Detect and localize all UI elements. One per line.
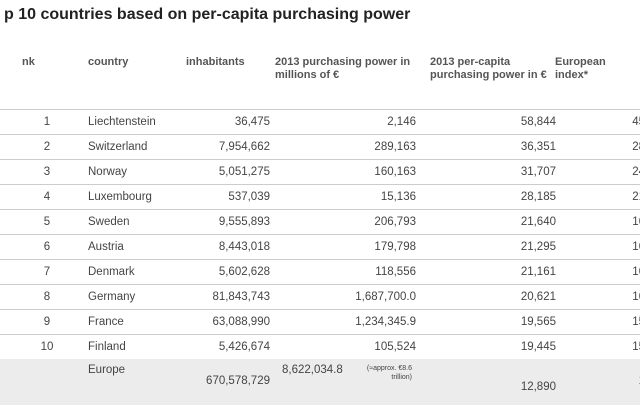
table-cell: 5 [43,216,51,228]
row-rule [0,234,640,235]
table-cell: 1,687,700.0 [355,291,416,303]
row-rule [0,309,640,310]
table-cell: 2,146 [387,116,416,128]
table-cell: 15 [632,341,640,353]
header-cell: European index* [555,56,606,81]
table-cell: 45 [632,116,640,128]
table-cell: 36,475 [234,116,270,128]
total-cell: 670,578,729 [206,375,270,387]
table-cell: 10 [40,341,54,353]
table-cell: 36,351 [520,141,556,153]
row-rule [0,284,640,285]
table-cell: 537,039 [228,191,270,203]
table-cell: 21,295 [520,241,556,253]
table-title: p 10 countries based on per-capita purch… [4,6,411,23]
table-cell: 16 [632,241,640,253]
table-cell: 7,954,662 [218,141,270,153]
table-cell: 24 [632,166,640,178]
table-cell: 19,445 [520,341,556,353]
table-cell: 9,555,893 [218,216,270,228]
table-cell: Sweden [88,216,130,228]
table-cell: France [88,316,124,328]
row-rule [0,134,640,135]
row-rule [0,334,640,335]
table-cell: 20,621 [520,291,556,303]
total-note: (≈approx. €8.6 trillion) [366,365,412,381]
row-rule [0,259,640,260]
table-cell: 28 [632,141,640,153]
table-cell: 105,524 [374,341,416,353]
table-cell: 160,163 [374,166,416,178]
table-cell: 179,798 [374,241,416,253]
table-cell: 8,443,018 [218,241,270,253]
table-cell: 7 [43,266,51,278]
table-cell: 21,161 [520,266,556,278]
row-rule [0,159,640,160]
table-cell: Norway [88,166,127,178]
table-cell: Luxembourg [88,191,152,203]
header-cell: 2013 purchasing power in millions of € [275,56,411,81]
total-row-background [0,359,640,405]
table-cell: 58,844 [520,116,556,128]
table-cell: 16 [632,216,640,228]
table-cell: 3 [43,166,51,178]
table-cell: 15 [632,316,640,328]
table-cell: 19,565 [520,316,556,328]
table-cell: Germany [88,291,136,303]
table-cell: 31,707 [520,166,556,178]
table-cell: 28,185 [520,191,556,203]
table-cell: 6 [43,241,51,253]
total-cell: 1 [639,374,640,388]
header-cell: nk [22,56,35,68]
table-cell: 16 [632,291,640,303]
total-cell: 8,622,034.8 [282,364,343,376]
header-cell: country [88,56,129,68]
row-rule [0,184,640,185]
row-rule [0,209,640,210]
header-cell: 2013 per-capita purchasing power in € [430,56,547,81]
table-cell: 206,793 [374,216,416,228]
header-rule [0,109,640,110]
table-cell: 5,602,628 [218,266,270,278]
table-cell: Austria [88,241,124,253]
table-cell: 289,163 [374,141,416,153]
table-cell: 1 [43,116,51,128]
table-cell: 2 [43,141,51,153]
table-cell: 5,426,674 [218,341,270,353]
table-cell: Finland [88,341,126,353]
table-cell: 81,843,743 [212,291,270,303]
table-cell: Switzerland [88,141,148,153]
table-cell: 21 [632,191,640,203]
table-cell: 16 [632,266,640,278]
total-cell: Europe [88,364,126,376]
table-cell: 21,640 [520,216,556,228]
header-cell: inhabitants [186,56,245,68]
table-cell: 15,136 [380,191,416,203]
table-cell: 4 [43,191,51,203]
table-cell: 5,051,275 [218,166,270,178]
table-cell: Liechtenstein [88,116,156,128]
total-cell: 12,890 [520,381,556,393]
table-cell: 9 [43,316,51,328]
table-cell: 63,088,990 [212,316,270,328]
table-cell: 1,234,345.9 [355,316,416,328]
table-cell: 118,556 [375,266,416,278]
table-cell: 8 [43,291,51,303]
table-cell: Denmark [88,266,135,278]
